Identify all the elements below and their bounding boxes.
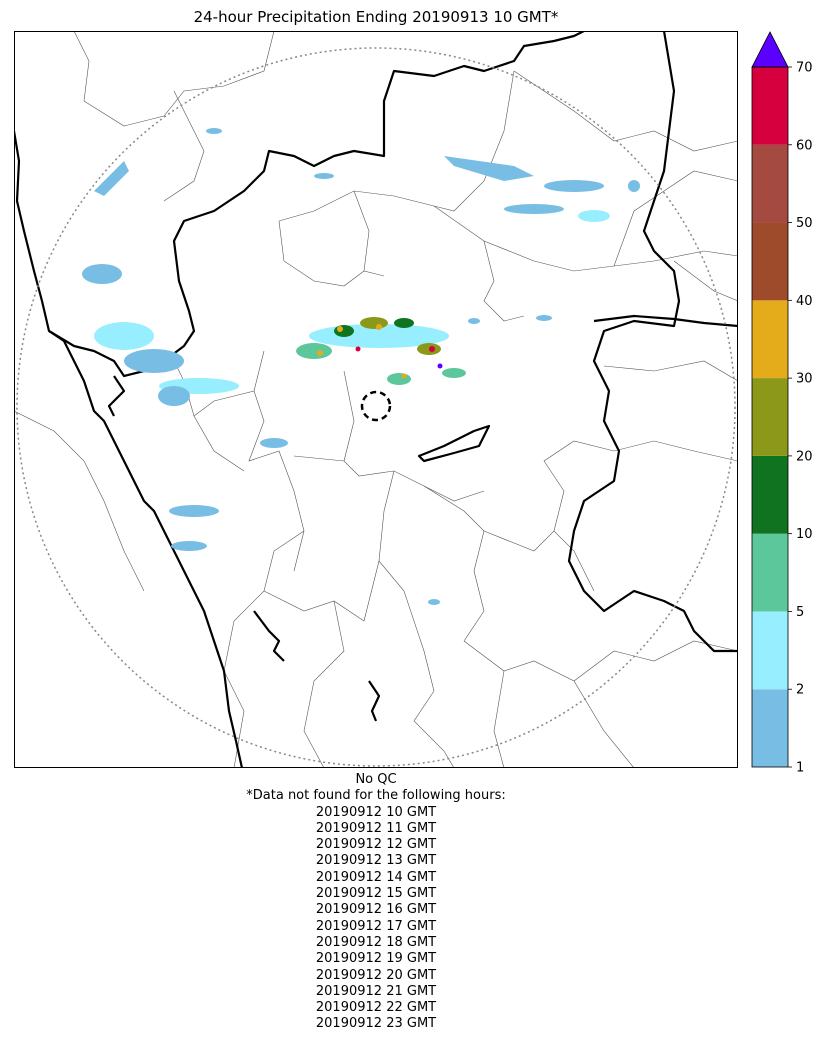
colorbar-segment: [752, 300, 788, 379]
missing-data-header: *Data not found for the following hours:: [246, 788, 506, 804]
colorbar-tick-label: 40: [796, 294, 813, 309]
colorbar-segment: [752, 455, 788, 534]
colorbar-segment: [752, 222, 788, 301]
colorbar-segment: [752, 378, 788, 456]
missing-hour-item: 20190912 16 GMT: [315, 902, 437, 918]
missing-hours-list: 20190912 10 GMT 20190912 11 GMT 20190912 1…: [14, 805, 738, 1033]
missing-hour-item: 20190912 17 GMT: [315, 918, 437, 934]
missing-hour-item: 20190912 20 GMT: [315, 967, 437, 983]
missing-hour-item: 20190912 19 GMT: [315, 951, 437, 967]
map-border: [14, 31, 738, 768]
radar-site-marker: [360, 390, 392, 422]
colorbar-tick-label: 70: [796, 61, 813, 76]
colorbar-segment: [752, 611, 788, 690]
missing-hour-item: 20190912 11 GMT: [315, 820, 437, 836]
colorbar-tick-label: 60: [796, 138, 813, 153]
colorbar-tick-label: 50: [796, 216, 813, 231]
colorbar-segment: [752, 67, 788, 145]
map-canvas: [14, 31, 738, 768]
colorbar-segment: [752, 144, 788, 223]
missing-hour-item: 20190912 23 GMT: [315, 1016, 437, 1032]
radar-range-ring: [16, 47, 736, 767]
colorbar: 1 2 5 10 20 30 40 50 60 70: [745, 30, 825, 776]
missing-hour-item: 20190912 13 GMT: [315, 853, 437, 869]
colorbar-extend-arrow: [751, 31, 789, 68]
missing-hour-item: 20190912 12 GMT: [315, 837, 437, 853]
colorbar-tick-label: 2: [796, 683, 804, 698]
map-title: 24-hour Precipitation Ending 20190913 10…: [193, 8, 559, 26]
footnotes: No QC *Data not found for the following …: [14, 772, 738, 1033]
radar-map[interactable]: [14, 31, 738, 768]
colorbar-tick-label: 20: [796, 449, 813, 464]
precipitation-echoes: [82, 128, 640, 605]
missing-hour-item: 20190912 18 GMT: [315, 934, 437, 950]
missing-hour-item: 20190912 14 GMT: [315, 869, 437, 885]
district-boundaries: [14, 31, 738, 768]
missing-hour-item: 20190912 10 GMT: [315, 804, 437, 820]
colorbar-segment: [752, 533, 788, 612]
qc-note: No QC: [355, 772, 397, 787]
colorbar-tick-label: 1: [796, 761, 804, 776]
colorbar-frame: [751, 66, 789, 768]
colorbar-tick-label: 5: [796, 605, 804, 620]
colorbar-canvas: 1 2 5 10 20 30 40 50 60 70: [751, 31, 813, 776]
missing-hour-item: 20190912 15 GMT: [315, 886, 437, 902]
colorbar-segment: [752, 689, 788, 767]
colorbar-tick-label: 30: [796, 372, 813, 387]
missing-hour-item: 20190912 22 GMT: [315, 1000, 437, 1016]
colorbar-tick-label: 10: [796, 527, 813, 542]
missing-hour-item: 20190912 21 GMT: [315, 983, 437, 999]
